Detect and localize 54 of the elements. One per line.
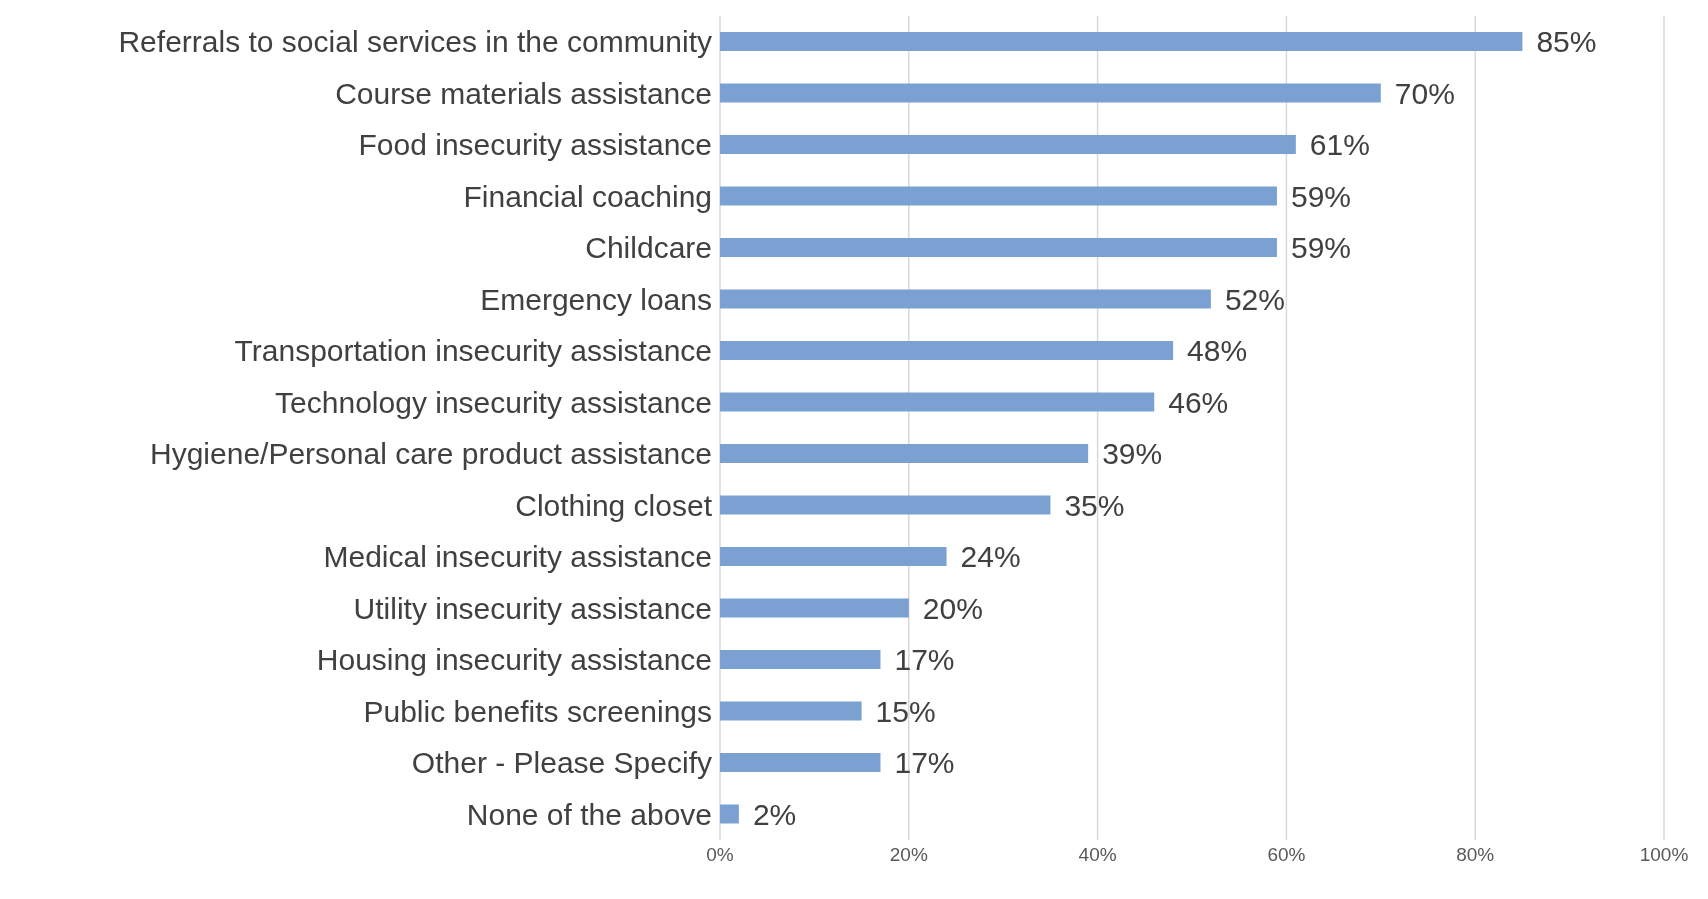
bar bbox=[720, 650, 881, 669]
x-tick-label: 0% bbox=[706, 844, 734, 866]
bar bbox=[720, 341, 1174, 360]
data-label: 48% bbox=[1187, 334, 1248, 368]
data-label: 39% bbox=[1102, 437, 1163, 471]
data-label: 46% bbox=[1168, 385, 1229, 419]
bar bbox=[720, 238, 1277, 257]
data-label: 35% bbox=[1064, 488, 1125, 522]
data-label: 59% bbox=[1290, 231, 1352, 265]
x-tick-label: 60% bbox=[1267, 844, 1306, 866]
bar bbox=[720, 753, 881, 772]
bar bbox=[720, 804, 739, 824]
data-label: 15% bbox=[875, 694, 936, 728]
y-tick-label: Medical insecurity assistance bbox=[323, 540, 712, 574]
data-label: 24% bbox=[960, 540, 1021, 574]
bar bbox=[720, 598, 909, 618]
x-tick-label: 20% bbox=[889, 844, 928, 866]
bar bbox=[720, 495, 1051, 515]
y-tick-label: Emergency loans bbox=[480, 282, 712, 316]
x-tick-label: 80% bbox=[1456, 844, 1495, 866]
y-tick-label: Course materials assistance bbox=[335, 76, 712, 110]
y-tick-label: Food insecurity assistance bbox=[358, 128, 712, 162]
bar bbox=[720, 32, 1523, 51]
data-label: 59% bbox=[1290, 179, 1352, 213]
data-label: 20% bbox=[922, 591, 983, 625]
y-tick-label: Transportation insecurity assistance bbox=[234, 334, 712, 368]
y-tick-label: None of the above bbox=[466, 797, 712, 831]
bar bbox=[720, 289, 1211, 309]
y-tick-label: Utility insecurity assistance bbox=[353, 591, 712, 625]
bar bbox=[720, 83, 1381, 103]
y-tick-label: Hygiene/Personal care product assistance bbox=[150, 437, 712, 471]
y-tick-label: Clothing closet bbox=[515, 488, 713, 522]
x-tick-label: 40% bbox=[1078, 844, 1117, 866]
x-tick-label: 100% bbox=[1639, 844, 1689, 866]
bar bbox=[720, 135, 1296, 154]
data-label: 17% bbox=[894, 746, 955, 780]
y-tick-label: Other - Please Specify bbox=[411, 746, 712, 780]
data-label: 85% bbox=[1536, 25, 1597, 59]
y-tick-label: Childcare bbox=[585, 231, 712, 265]
bar bbox=[720, 186, 1277, 206]
bar bbox=[720, 701, 862, 721]
y-tick-label: Housing insecurity assistance bbox=[316, 643, 712, 677]
y-tick-label: Referrals to social services in the community bbox=[118, 25, 712, 59]
bar bbox=[720, 547, 947, 566]
y-tick-label: Public benefits screenings bbox=[363, 694, 712, 728]
bar bbox=[720, 444, 1089, 463]
data-label: 61% bbox=[1309, 128, 1370, 162]
data-label: 70% bbox=[1394, 76, 1455, 110]
data-label: 17% bbox=[894, 643, 955, 677]
data-label: 2% bbox=[752, 797, 797, 831]
data-label: 52% bbox=[1224, 282, 1285, 316]
y-tick-label: Technology insecurity assistance bbox=[275, 385, 712, 419]
y-tick-label: Financial coaching bbox=[463, 179, 712, 213]
bar bbox=[720, 392, 1155, 412]
